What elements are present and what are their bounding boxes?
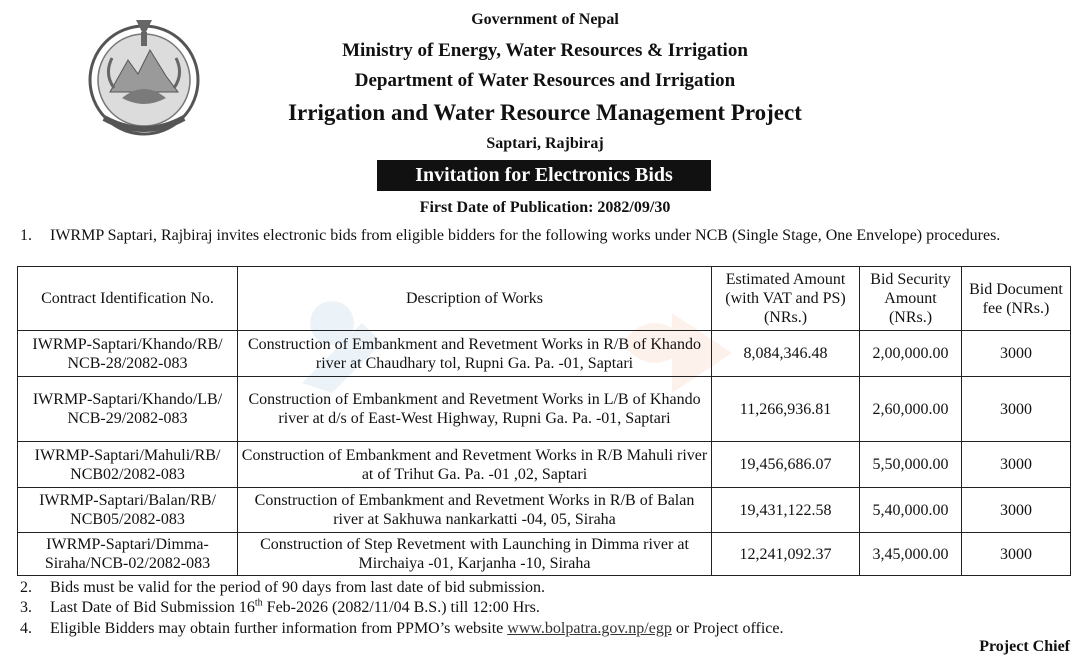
cell-description: Construction of Embankment and Revetment… (237, 441, 712, 488)
cell-document-fee: 3000 (961, 532, 1071, 576)
paragraph-text: Last Date of Bid Submission 16th Feb-202… (50, 598, 1072, 617)
cell-estimated-amount: 19,456,686.07 (711, 441, 860, 488)
cell-contract-id: IWRMP-Saptari/Mahuli/RB/ NCB02/2082-083 (17, 441, 238, 488)
header-document-fee: Bid Document fee (NRs.) (961, 266, 1071, 331)
header-contract-id: Contract Identification No. (17, 266, 238, 331)
header-description: Description of Works (237, 266, 712, 331)
cell-contract-id: IWRMP-Saptari/Balan/RB/ NCB05/2082-083 (17, 487, 238, 533)
paragraph-number: 4. (20, 620, 32, 637)
table-row: IWRMP-Saptari/Dimma-Siraha/NCB-02/2082-0… (17, 532, 1071, 576)
ministry-heading: Ministry of Energy, Water Resources & Ir… (342, 40, 748, 61)
table-row: IWRMP-Saptari/Khando/RB/ NCB-28/2082-083… (17, 330, 1071, 377)
publication-date: First Date of Publication: 2082/09/30 (419, 199, 671, 216)
cell-bid-security: 2,00,000.00 (859, 330, 962, 377)
paragraph-number: 2. (20, 579, 32, 596)
cell-bid-security: 5,40,000.00 (859, 487, 962, 533)
table-row: IWRMP-Saptari/Khando/LB/ NCB-29/2082-083… (17, 376, 1071, 442)
cell-estimated-amount: 8,084,346.48 (711, 330, 860, 377)
bids-table: Contract Identification No. Description … (17, 266, 1071, 576)
cell-document-fee: 3000 (961, 441, 1071, 488)
table-header-row: Contract Identification No. Description … (17, 266, 1071, 331)
cell-description: Construction of Embankment and Revetment… (237, 487, 712, 533)
paragraph-text: Eligible Bidders may obtain further info… (50, 619, 1072, 638)
paragraph-text: Bids must be valid for the period of 90 … (50, 579, 546, 596)
cell-document-fee: 3000 (961, 487, 1071, 533)
info-text-end: or Project office. (671, 620, 784, 637)
project-location: Saptari, Rajbiraj (486, 135, 604, 152)
cell-bid-security: 3,45,000.00 (859, 532, 962, 576)
header-bid-security: Bid Security Amount (NRs.) (859, 266, 962, 331)
paragraph-number: 1. (20, 227, 32, 244)
signature: Project Chief (979, 638, 1070, 655)
info-text-start: Eligible Bidders may obtain further info… (50, 620, 508, 637)
government-heading: Government of Nepal (471, 11, 619, 28)
cell-contract-id: IWRMP-Saptari/Dimma-Siraha/NCB-02/2082-0… (17, 532, 238, 576)
invitation-banner: Invitation for Electronics Bids (377, 160, 711, 191)
project-title: Irrigation and Water Resource Management… (288, 100, 802, 125)
department-heading: Department of Water Resources and Irriga… (354, 70, 736, 91)
cell-description: Construction of Step Revetment with Laun… (237, 532, 712, 576)
header-estimated-amount: Estimated Amount (with VAT and PS) (NRs.… (711, 266, 860, 331)
cell-bid-security: 5,50,000.00 (859, 441, 962, 488)
cell-contract-id: IWRMP-Saptari/Khando/LB/ NCB-29/2082-083 (17, 376, 238, 442)
cell-document-fee: 3000 (961, 330, 1071, 377)
ordinal-suffix: th (254, 597, 263, 609)
cell-contract-id: IWRMP-Saptari/Khando/RB/ NCB-28/2082-083 (17, 330, 238, 377)
cell-estimated-amount: 11,266,936.81 (711, 376, 860, 442)
deadline-text-start: Last Date of Bid Submission 16 (50, 599, 255, 616)
paragraph-text: IWRMP Saptari, Rajbiraj invites electron… (50, 227, 1001, 244)
nepal-emblem-icon (88, 20, 200, 136)
paragraph-number: 3. (20, 599, 32, 616)
cell-estimated-amount: 12,241,092.37 (711, 532, 860, 576)
cell-description: Construction of Embankment and Revetment… (237, 330, 712, 377)
ppmo-website-link[interactable]: www.bolpatra.gov.np/egp (507, 620, 672, 637)
cell-bid-security: 2,60,000.00 (859, 376, 962, 442)
table-row: IWRMP-Saptari/Mahuli/RB/ NCB02/2082-083 … (17, 441, 1071, 488)
deadline-text-end: Feb-2026 (2082/11/04 B.S.) till 12:00 Hr… (262, 599, 540, 616)
cell-document-fee: 3000 (961, 376, 1071, 442)
cell-description: Construction of Embankment and Revetment… (237, 376, 712, 442)
table-row: IWRMP-Saptari/Balan/RB/ NCB05/2082-083 C… (17, 487, 1071, 533)
cell-estimated-amount: 19,431,122.58 (711, 487, 860, 533)
